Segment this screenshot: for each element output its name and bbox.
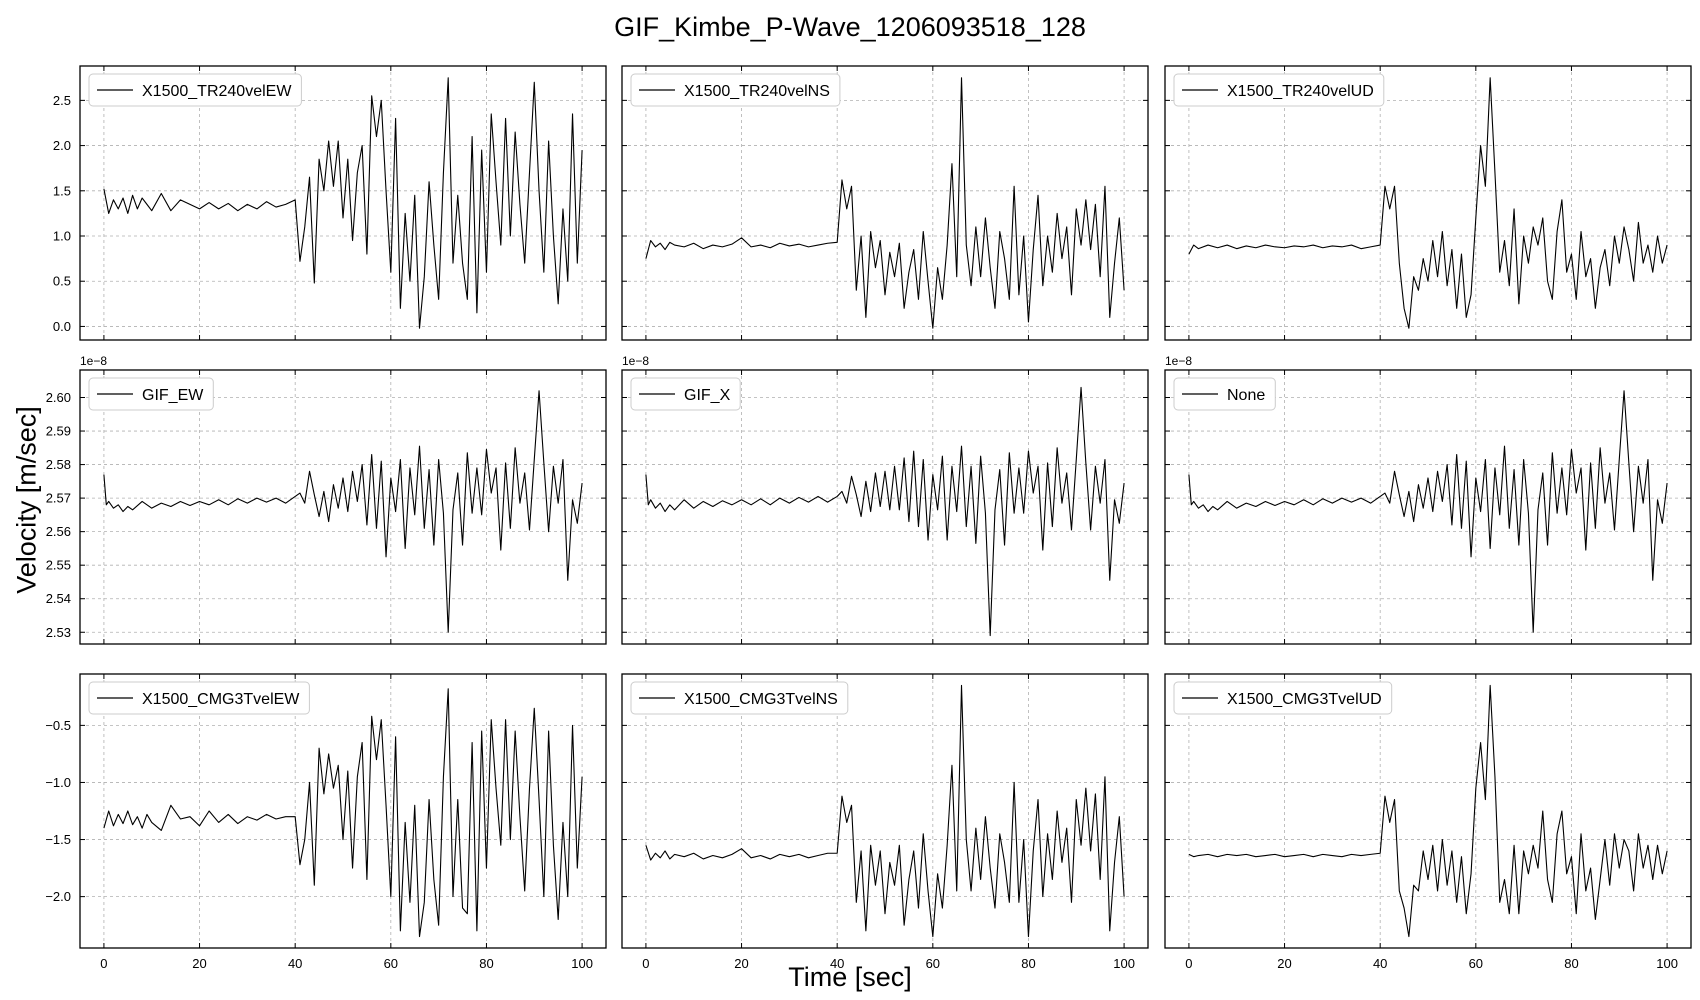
- panel-x1500-tr240velud: X1500_TR240velUD: [1164, 65, 1692, 341]
- panel-x1500-cmg3tvelud: 0 20 40 60 80 100 X1500_CMG3TvelUD: [1164, 673, 1692, 971]
- series-line: [645, 77, 1125, 329]
- panel-x1500-tr240velns: X1500_TR240velNS: [621, 65, 1149, 341]
- legend: X1500_TR240velUD: [1173, 73, 1385, 107]
- axes-frame: [1164, 65, 1692, 341]
- y-tick-label: 2.5: [53, 93, 71, 108]
- x-tick-label: 80: [479, 956, 493, 971]
- panel-x1500-cmg3tvelns: 0 20 40 60 80 100 X1500_CMG3TvelNS: [621, 673, 1149, 971]
- x-tick-label: 20: [1277, 956, 1291, 971]
- legend-label: GIF_X: [684, 387, 731, 404]
- y-tick-label: 2.0: [53, 138, 71, 153]
- panel-none: 1e−8 None: [1164, 354, 1692, 645]
- axis-offset-text: 1e−8: [80, 354, 107, 368]
- series-line: [1188, 390, 1668, 633]
- series-line: [103, 390, 583, 633]
- x-tick-label: 80: [1564, 956, 1578, 971]
- legend: GIF_EW: [88, 377, 214, 411]
- y-tick-label: 2.55: [46, 558, 71, 573]
- x-tick-label: 100: [1656, 956, 1678, 971]
- x-tick-label: 20: [734, 956, 748, 971]
- y-tick-label: 1.0: [53, 229, 71, 244]
- series-line: [645, 386, 1125, 637]
- series-line: [103, 688, 583, 938]
- legend: X1500_CMG3TvelUD: [1173, 681, 1393, 715]
- x-tick-label: 0: [100, 956, 107, 971]
- legend-label: X1500_CMG3TvelNS: [684, 691, 838, 708]
- legend: X1500_TR240velEW: [88, 73, 302, 107]
- legend: X1500_TR240velNS: [630, 73, 841, 107]
- y-tick-label: 0.0: [53, 319, 71, 334]
- axes-frame: [1164, 673, 1692, 949]
- y-tick-label: 2.57: [46, 491, 71, 506]
- x-tick-label: 100: [571, 956, 593, 971]
- x-axis-label: Time [sec]: [788, 962, 912, 992]
- figure-title: GIF_Kimbe_P-Wave_1206093518_128: [614, 12, 1086, 42]
- x-tick-label: 100: [1113, 956, 1135, 971]
- y-tick-label: 1.5: [53, 183, 71, 198]
- x-tick-label: 40: [830, 956, 844, 971]
- x-tick-label: 40: [1373, 956, 1387, 971]
- legend: None: [1173, 377, 1276, 411]
- axes-frame: [79, 369, 607, 645]
- series-line: [645, 684, 1125, 938]
- y-tick-label: 2.56: [46, 524, 71, 539]
- legend-box: [88, 681, 310, 715]
- legend-box: [88, 377, 214, 411]
- legend-box: [1173, 681, 1393, 715]
- axes-frame: [79, 673, 607, 949]
- legend-label: X1500_CMG3TvelEW: [142, 691, 300, 708]
- x-tick-label: 60: [384, 956, 398, 971]
- axis-offset-text: 1e−8: [1165, 354, 1192, 368]
- legend-label: X1500_TR240velNS: [684, 83, 830, 100]
- y-tick-label: 0.5: [53, 274, 71, 289]
- y-tick-label: 2.60: [46, 390, 71, 405]
- legend-box: [630, 681, 849, 715]
- panel-x1500-tr240velew: 0.0 0.5 1.0 1.5 2.0 2.5 X1500_TR240velEW: [53, 65, 607, 341]
- x-tick-label: 60: [1469, 956, 1483, 971]
- legend-label: X1500_CMG3TvelUD: [1227, 691, 1382, 708]
- x-tick-label: 0: [1185, 956, 1192, 971]
- axes-frame: [621, 369, 1149, 645]
- panel-gif-x: 1e−8 GIF_X: [621, 354, 1149, 645]
- panel-gif-ew: 2.53 2.54 2.55 2.56 2.57 2.58 2.59 2.60 1e−8 GIF_…: [46, 354, 607, 645]
- axes-frame: [621, 65, 1149, 341]
- x-tick-label: 20: [192, 956, 206, 971]
- series-line: [1188, 684, 1668, 938]
- legend-box: [88, 73, 302, 107]
- axis-offset-text: 1e−8: [622, 354, 649, 368]
- x-tick-label: 40: [288, 956, 302, 971]
- series-line: [1188, 77, 1668, 329]
- y-tick-label: −1.0: [45, 775, 71, 790]
- axes-frame: [621, 673, 1149, 949]
- y-tick-label: 2.54: [46, 591, 71, 606]
- panel-x1500-cmg3tvelew: 0 20 40 60 80 100 −2.0 −1.5 −1.0 −0.5 X1500_CMG3Tv…: [45, 673, 607, 971]
- y-tick-label: −1.5: [45, 832, 71, 847]
- y-tick-label: 2.59: [46, 424, 71, 439]
- axes-frame: [1164, 369, 1692, 645]
- legend-box: [630, 377, 741, 411]
- legend-label: GIF_EW: [142, 387, 204, 404]
- legend: X1500_CMG3TvelNS: [630, 681, 849, 715]
- legend-box: [630, 73, 841, 107]
- x-tick-label: 80: [1021, 956, 1035, 971]
- legend-label: X1500_TR240velUD: [1227, 83, 1374, 100]
- legend: X1500_CMG3TvelEW: [88, 681, 310, 715]
- x-tick-label: 60: [926, 956, 940, 971]
- legend-label: None: [1227, 387, 1265, 404]
- x-tick-label: 0: [642, 956, 649, 971]
- y-tick-label: −0.5: [45, 718, 71, 733]
- y-tick-label: −2.0: [45, 889, 71, 904]
- series-line: [103, 77, 583, 329]
- legend-box: [1173, 73, 1385, 107]
- legend-label: X1500_TR240velEW: [142, 83, 292, 100]
- legend: GIF_X: [630, 377, 741, 411]
- y-tick-label: 2.53: [46, 625, 71, 640]
- y-tick-label: 2.58: [46, 457, 71, 472]
- legend-box: [1173, 377, 1276, 411]
- axes-frame: [79, 65, 607, 341]
